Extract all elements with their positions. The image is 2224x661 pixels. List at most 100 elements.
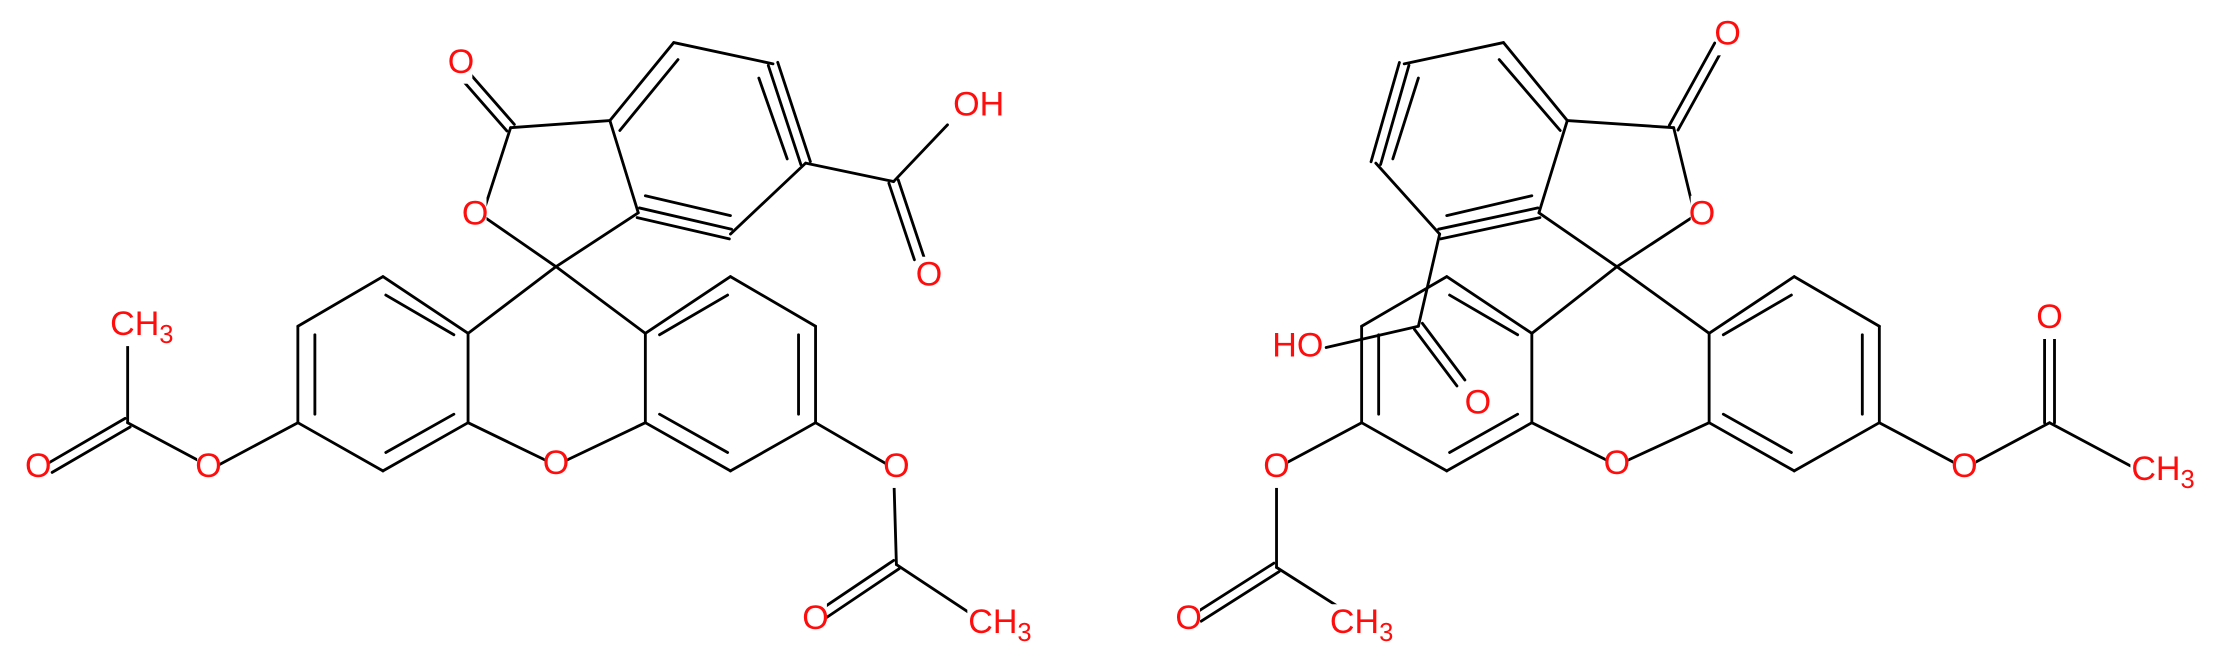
atom-label: O [448,43,474,81]
bond [766,63,803,167]
bond [381,275,470,335]
bond [1615,421,1711,467]
bond [509,119,612,130]
atom-label: O [802,599,828,637]
bond [1667,41,1717,127]
bond [384,412,456,454]
bond [1439,216,1542,241]
atom-symbol: CH [110,305,159,343]
bond [814,421,895,470]
bond [466,421,558,467]
atom-label: O [25,447,51,485]
bond [814,558,896,615]
bond [296,275,385,328]
label-background [2130,451,2196,491]
label-background [967,604,1033,644]
label-background [1466,384,1490,425]
label-background [463,195,487,236]
atom-label: O [1689,195,1715,233]
bond [658,412,730,454]
atom-subscript: 3 [1379,619,1393,647]
atom-label: O [1263,447,1289,485]
bond [1445,194,1534,218]
bond [819,567,901,623]
label-background [26,448,50,488]
atom-symbol: O [195,447,221,485]
bond [1445,275,1534,335]
bond [672,41,775,66]
bond [1676,46,1725,132]
bond [729,161,808,236]
bond [554,211,640,269]
bond [1792,421,1881,473]
bond [776,60,812,164]
atom-symbol: HO [1272,327,1323,365]
atom-symbol: O [1951,447,1977,485]
bond [1420,321,1467,382]
bond [1615,265,1711,335]
bond [384,293,456,337]
bond [2048,421,2137,470]
bond [1721,293,1793,337]
bond [463,66,516,126]
bond [554,421,647,467]
atom-label: HO [1272,327,1323,365]
bond [50,425,132,474]
atom-symbol: O [1465,383,1491,421]
atom-symbol: O [1714,14,1740,52]
bond [1448,412,1520,454]
bond [1792,275,1881,328]
bond [1391,76,1420,161]
atom-label: O [1951,447,1977,485]
atom-label: O [543,444,569,482]
atom-symbol: O [883,447,909,485]
atom-label: CH3 [1330,603,1393,647]
atom-label: O [1604,444,1630,482]
bond [1537,119,1569,215]
bond [643,421,732,473]
bond [608,119,640,215]
bond [894,563,978,619]
atom-label: O [1175,599,1201,637]
bond [296,421,385,473]
label-background [1953,448,1976,488]
bond [466,265,558,335]
bond [1324,324,1420,349]
atom-label: OH [953,85,1004,123]
bond [381,421,470,473]
bond [1448,293,1520,337]
bond [1615,214,1697,269]
bond [729,421,817,473]
bond [1502,41,1569,122]
label-background [544,445,568,486]
bond [554,265,647,335]
atom-subscript: 3 [1017,619,1031,647]
bond [1412,327,1459,388]
atom-label: O [1714,14,1740,52]
atom-subscript: 3 [2180,466,2194,494]
label-background [955,86,1002,127]
bond [1497,58,1562,132]
label-background [1265,448,1288,488]
label-background [109,306,175,347]
bond [804,161,895,183]
bond [480,214,558,269]
bond [1565,119,1676,130]
bond [757,76,789,161]
bond [1721,412,1793,454]
bond [1402,41,1505,66]
atom-label: O [916,256,942,294]
bond [1530,421,1619,467]
bond [1275,421,1364,470]
label-background [1690,195,1714,236]
atom-symbol: O [916,256,942,294]
bond [480,126,513,218]
label-background [885,448,908,488]
atom-symbol: O [1604,444,1630,482]
atom-label: CH3 [110,305,173,349]
label-background [804,599,827,640]
label-background [1716,15,1739,56]
atom-label: O [883,447,909,485]
atom-symbol: OH [953,85,1004,123]
atom-symbol: O [543,444,569,482]
